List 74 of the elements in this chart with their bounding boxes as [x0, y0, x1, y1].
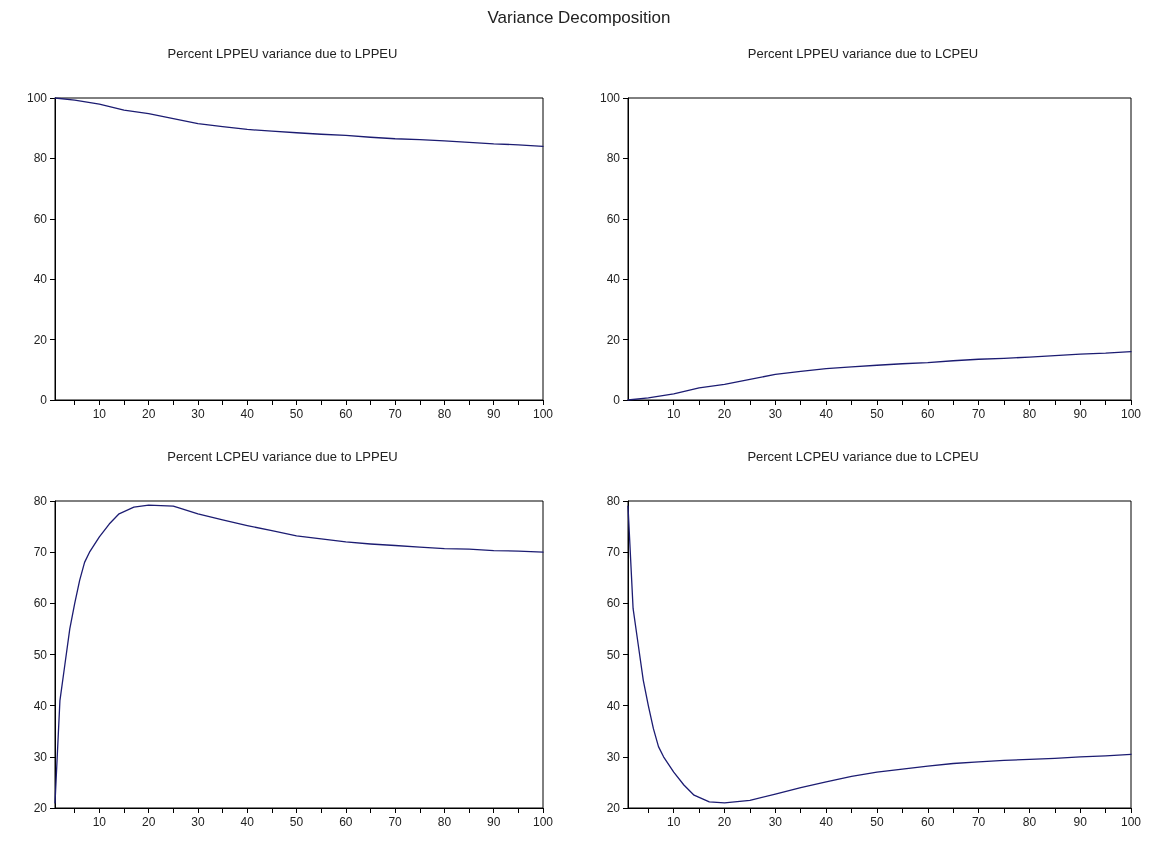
y-tick-label: 100: [26, 91, 48, 105]
chart-title: Percent LCPEU variance due to LCPEU: [747, 449, 979, 464]
y-tick-label: 80: [33, 494, 48, 508]
x-tick-label: 90: [487, 815, 501, 829]
x-tick-label: 40: [819, 407, 834, 421]
x-tick-label: 30: [191, 407, 205, 421]
chart-title: Percent LPPEU variance due to LPPEU: [167, 46, 398, 61]
x-tick-label: 10: [667, 407, 681, 421]
y-tick-label: 30: [606, 749, 621, 764]
y-tick-label: 60: [33, 596, 48, 611]
x-tick-label: 50: [870, 815, 884, 829]
y-tick-label: 20: [606, 801, 621, 815]
y-tick-label: 40: [606, 698, 621, 713]
x-tick-label: 60: [339, 407, 353, 421]
x-tick-label: 30: [768, 815, 783, 829]
line-series: [627, 505, 1132, 804]
x-tick-label: 90: [487, 407, 501, 421]
y-tick-label: 60: [33, 211, 48, 226]
y-tick-label: 60: [606, 596, 621, 611]
x-tick-label: 40: [819, 815, 834, 829]
x-tick-label: 10: [92, 815, 107, 829]
y-tick-label: 20: [33, 801, 48, 815]
y-tick-label: 40: [33, 698, 48, 713]
line-series: [54, 504, 544, 804]
x-tick-label: 100: [1120, 815, 1142, 829]
y-tick-label: 80: [606, 151, 621, 166]
y-tick-label: 70: [606, 545, 621, 560]
y-tick-label: 70: [33, 545, 48, 560]
x-tick-label: 80: [1022, 407, 1037, 421]
x-tick-label: 60: [921, 815, 935, 829]
x-tick-label: 50: [870, 407, 884, 421]
y-tick-label: 60: [606, 211, 621, 226]
y-tick-label: 50: [33, 647, 48, 662]
y-tick-label: 80: [33, 151, 48, 166]
chart-title: Percent LPPEU variance due to LCPEU: [747, 46, 979, 61]
x-tick-label: 60: [921, 407, 935, 421]
x-tick-label: 50: [289, 407, 304, 421]
x-tick-label: 50: [289, 815, 304, 829]
x-tick-label: 60: [339, 815, 353, 829]
x-tick-label: 30: [768, 407, 783, 421]
y-tick-label: 80: [606, 494, 621, 508]
x-tick-label: 80: [437, 407, 452, 421]
x-tick-label: 100: [1120, 407, 1142, 421]
y-tick-label: 20: [33, 332, 48, 347]
x-tick-label: 70: [971, 815, 986, 829]
x-tick-label: 90: [1073, 815, 1088, 829]
x-tick-label: 70: [388, 815, 403, 829]
x-tick-label: 20: [141, 407, 156, 421]
x-tick-label: 40: [240, 407, 255, 421]
text: Variance Decomposition: [486, 8, 672, 28]
x-tick-label: 10: [92, 407, 107, 421]
y-tick-label: 20: [606, 332, 621, 347]
x-tick-label: 100: [532, 407, 554, 421]
y-tick-label: 0: [40, 393, 48, 407]
x-tick-label: 100: [532, 815, 554, 829]
x-tick-label: 70: [388, 407, 403, 421]
x-tick-label: 90: [1073, 407, 1088, 421]
chart-title: Percent LCPEU variance due to LPPEU: [167, 449, 398, 464]
line-series: [54, 97, 544, 147]
y-tick-label: 40: [33, 272, 48, 287]
x-tick-label: 80: [437, 815, 452, 829]
y-tick-label: 100: [599, 91, 621, 105]
x-tick-label: 20: [717, 407, 732, 421]
y-tick-label: 50: [606, 647, 621, 662]
x-tick-label: 40: [240, 815, 255, 829]
x-tick-label: 70: [971, 407, 986, 421]
y-tick-label: 30: [33, 749, 48, 764]
y-tick-label: 40: [606, 272, 621, 287]
x-tick-label: 20: [141, 815, 156, 829]
x-tick-label: 10: [667, 815, 681, 829]
y-tick-label: 0: [613, 393, 621, 407]
x-tick-label: 80: [1022, 815, 1037, 829]
x-tick-label: 30: [191, 815, 205, 829]
x-tick-label: 20: [717, 815, 732, 829]
